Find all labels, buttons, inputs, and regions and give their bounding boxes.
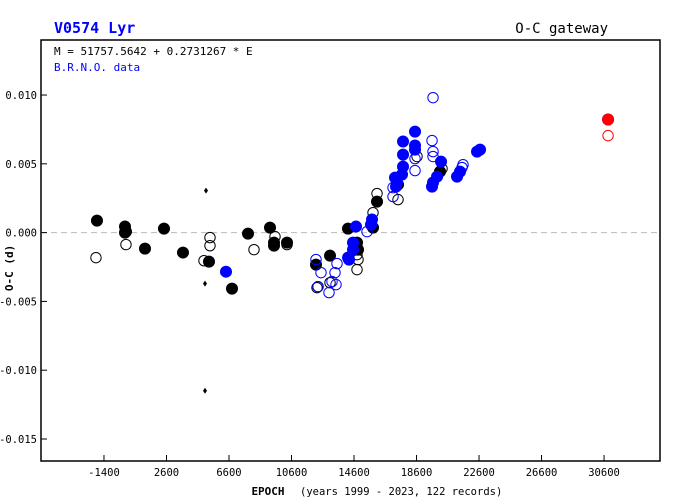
x-tick-label: 18600 [401, 467, 433, 479]
data-point-black-open [204, 231, 216, 244]
data-point-blue-filled [366, 213, 379, 226]
data-point-black-open [269, 230, 281, 243]
data-point-blue-filled [435, 155, 448, 168]
data-point-blue-filled [409, 125, 422, 138]
data-point-blue-open [315, 266, 327, 279]
y-tick-label: 0.005 [5, 159, 37, 171]
x-tick-label: 14600 [338, 467, 370, 479]
x-tick-label: 26600 [526, 467, 558, 479]
data-point-black-filled [242, 227, 255, 240]
data-point-black-minima [203, 187, 208, 194]
data-point-blue-open [331, 257, 343, 270]
data-point-blue-filled [397, 135, 410, 148]
y-axis-label: O-C (d) [3, 245, 16, 291]
x-tick-label: 2600 [154, 467, 179, 479]
data-point-black-open [351, 263, 363, 276]
x-axis-label: EPOCH [251, 485, 284, 498]
data-point-blue-open [310, 253, 322, 266]
data-point-black-filled [90, 214, 103, 227]
data-point-black-open [311, 281, 323, 294]
data-point-blue-open [387, 190, 399, 203]
data-point-black-open [90, 251, 102, 264]
data-point-blue-open [409, 164, 421, 177]
data-point-blue-open [426, 134, 438, 147]
data-point-black-filled [176, 246, 189, 259]
data-point-black-filled [225, 282, 238, 295]
x-tick-label: -1400 [88, 467, 120, 479]
data-point-black-open [120, 238, 132, 251]
data-point-black-filled [324, 249, 337, 262]
data-point-blue-open [427, 91, 439, 104]
ephemeris-text: M = 51757.5642 + 0.2731267 * E [54, 45, 253, 58]
data-point-blue-open [323, 286, 335, 299]
y-tick-label: 0.010 [5, 90, 37, 102]
data-point-red-filled [602, 113, 615, 126]
data-point-blue-filled [454, 165, 467, 178]
data-point-black-filled [281, 236, 294, 249]
data-point-blue-open [326, 275, 338, 288]
data-point-black-open [204, 239, 216, 252]
data-point-blue-open [330, 278, 342, 291]
data-point-blue-filled [431, 170, 444, 183]
data-point-black-filled [371, 195, 384, 208]
data-point-black-open [198, 254, 210, 267]
x-tick-label: 10600 [276, 467, 308, 479]
data-point-blue-open [409, 152, 421, 165]
data-point-black-filled [264, 221, 277, 234]
data-point-blue-filled [471, 145, 484, 158]
data-point-black-open [281, 238, 293, 251]
data-point-black-minima [202, 280, 207, 287]
gateway-label: O-C gateway [515, 21, 608, 37]
x-tick-label: 22600 [463, 467, 495, 479]
data-point-black-minima [202, 387, 207, 394]
data-point-black-filled [157, 222, 170, 235]
data-point-black-open [248, 243, 260, 256]
data-source-text: B.R.N.O. data [54, 61, 140, 74]
x-tick-label: 6600 [216, 467, 241, 479]
data-point-blue-filled [409, 143, 422, 156]
data-point-red-open [602, 129, 614, 142]
data-point-blue-open [387, 181, 399, 194]
x-axis-note: (years 1999 - 2023, 122 records) [300, 486, 502, 498]
y-tick-label: -0.015 [0, 434, 37, 446]
x-tick-label: 30600 [588, 467, 620, 479]
data-point-black-filled [119, 225, 132, 238]
y-tick-label: -0.005 [0, 296, 37, 308]
data-point-black-open [371, 187, 383, 200]
data-point-blue-open [361, 225, 373, 238]
data-point-blue-open [456, 161, 468, 174]
y-tick-label: -0.010 [0, 365, 37, 377]
data-point-blue-filled [426, 180, 439, 193]
data-point-blue-open [312, 280, 324, 293]
y-tick-label: 0.000 [5, 228, 37, 240]
data-point-blue-filled [219, 265, 232, 278]
data-point-blue-filled [397, 148, 410, 161]
plot-frame [40, 39, 661, 462]
data-point-black-filled [138, 242, 151, 255]
star-name-title: V0574 Lyr [54, 19, 135, 37]
data-point-blue-open [427, 150, 439, 163]
data-point-blue-filled [347, 236, 360, 249]
data-point-blue-open [427, 145, 439, 158]
data-point-blue-filled [350, 220, 363, 233]
